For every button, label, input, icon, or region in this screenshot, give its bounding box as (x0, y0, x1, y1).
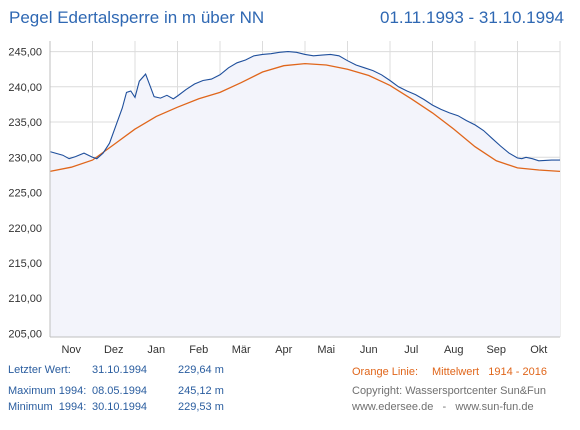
x-tick-label: Mai (317, 344, 335, 356)
x-tick-label: Jan (147, 344, 165, 356)
legend-label: Orange Linie: (352, 366, 419, 378)
y-tick-label: 230,00 (8, 152, 42, 164)
y-tick-label: 220,00 (8, 223, 42, 235)
minimum-date: 30.10.1994 (92, 401, 148, 413)
maximum-value: 245,12 m (178, 385, 224, 397)
x-tick-label: Dez (104, 344, 124, 356)
series-line-mean (49, 62, 561, 173)
date-range: 01.11.1993 - 31.10.1994 (379, 8, 564, 27)
x-tick-label: Jun (360, 344, 378, 356)
x-tick-label: Okt (530, 344, 547, 356)
y-tick-label: 205,00 (8, 328, 42, 340)
last-value: 229,64 m (178, 364, 224, 376)
y-tick-label: 225,00 (8, 188, 42, 200)
x-tick-label: Mär (232, 344, 251, 356)
legend-text: Mittelwert 1914 - 2016 (432, 366, 547, 378)
maximum-label: Maximum 1994: (8, 385, 87, 397)
copyright: Copyright: Wassersportcenter Sun&Fun (352, 385, 547, 397)
minimum-value: 229,53 m (178, 401, 224, 413)
series-line-1994 (49, 51, 560, 162)
x-tick-label: Sep (486, 344, 506, 356)
x-tick-label: Jul (404, 344, 418, 356)
minimum-label: Minimum 1994: (8, 401, 87, 413)
x-tick-label: Apr (275, 344, 292, 356)
x-tick-label: Aug (444, 344, 464, 356)
x-tick-label: Nov (61, 344, 81, 356)
y-tick-label: 215,00 (8, 258, 42, 270)
chart-title: Pegel Edertalsperre in m über NN (9, 8, 265, 27)
last-value-label: Letzter Wert: (8, 364, 71, 376)
last-value-date: 31.10.1994 (92, 364, 148, 376)
y-tick-label: 235,00 (8, 117, 42, 129)
area-fill-1994 (50, 51, 560, 337)
y-tick-label: 245,00 (8, 47, 42, 59)
maximum-date: 08.05.1994 (92, 385, 148, 397)
x-tick-label: Feb (189, 344, 208, 356)
website-links: www.edersee.de - www.sun-fun.de (352, 401, 534, 413)
y-tick-label: 240,00 (8, 82, 42, 94)
y-tick-label: 210,00 (8, 293, 42, 305)
